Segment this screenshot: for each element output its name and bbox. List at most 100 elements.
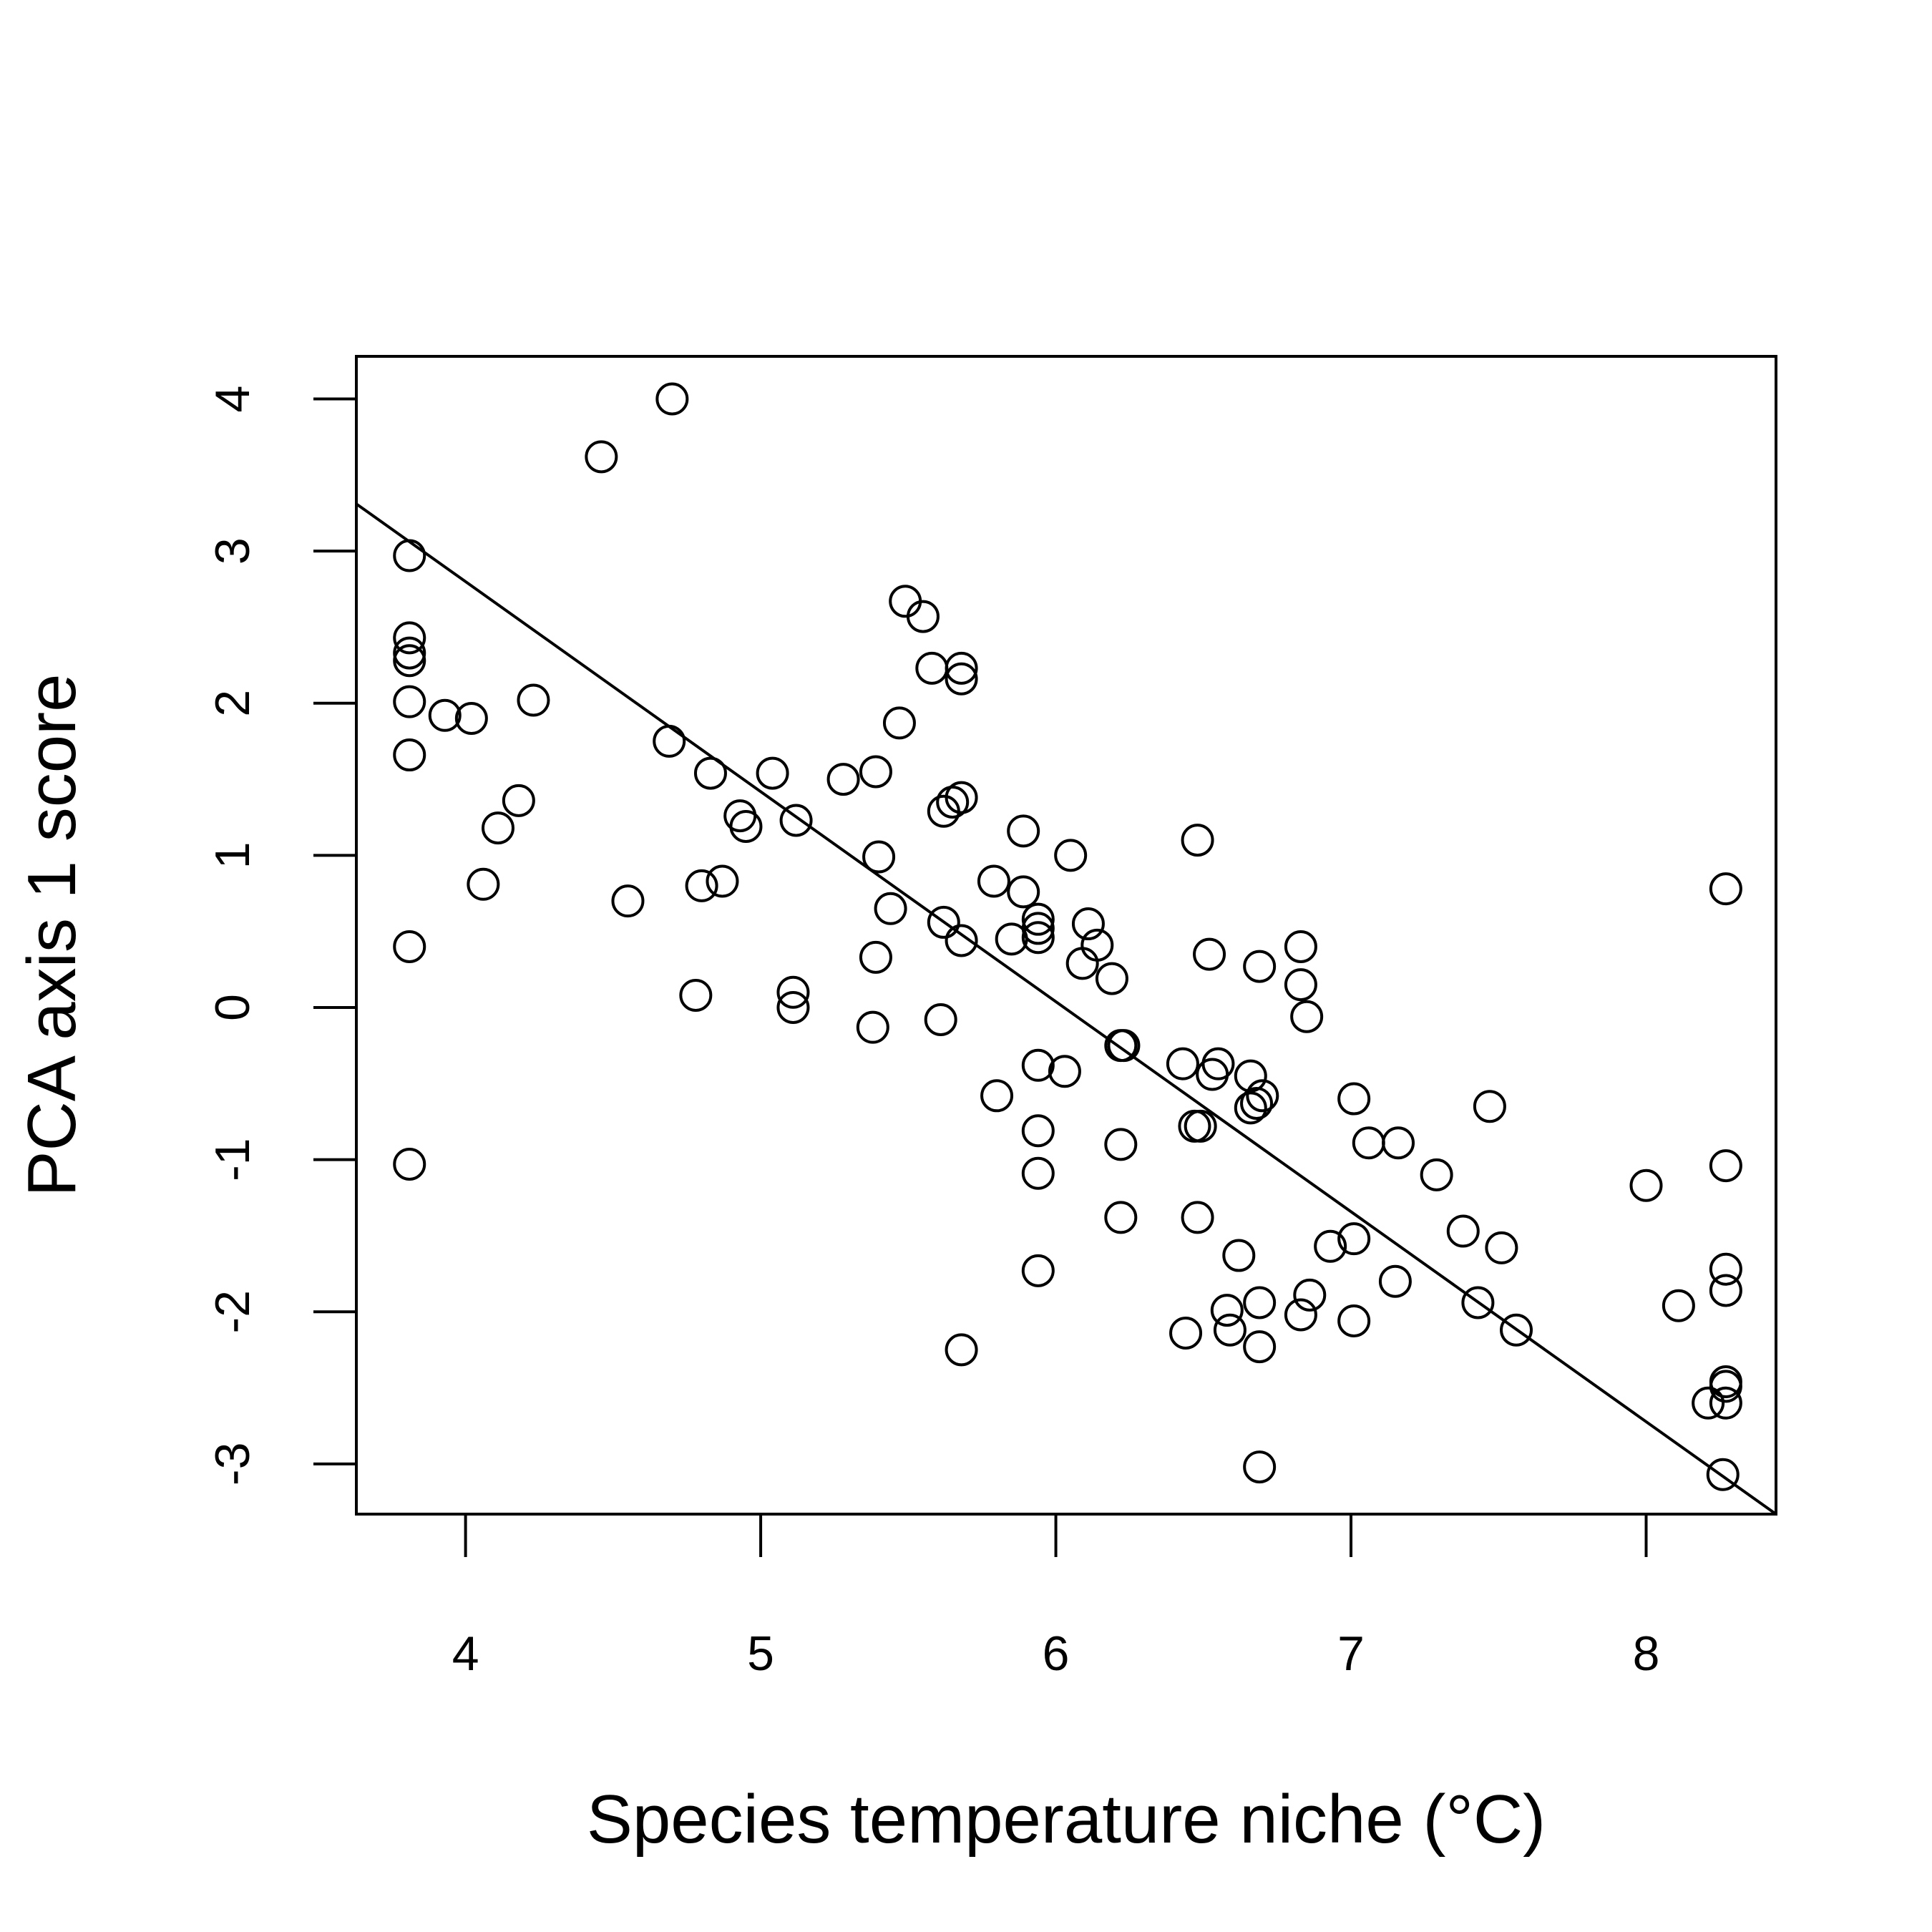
data-point (1107, 1029, 1141, 1063)
data-point (915, 651, 949, 685)
x-tick-label: 7 (1337, 1626, 1365, 1681)
data-point (1048, 1055, 1081, 1088)
data-point (1284, 968, 1317, 1002)
data-point (481, 811, 514, 845)
data-point (706, 864, 739, 898)
data-point (945, 924, 978, 957)
data-point (1246, 1079, 1279, 1113)
x-tick-label: 5 (747, 1626, 774, 1681)
data-point (1080, 928, 1114, 962)
data-point (1007, 875, 1040, 909)
x-tick-label: 6 (1043, 1626, 1070, 1681)
data-point (1243, 1450, 1277, 1484)
data-point (945, 781, 978, 814)
data-point (1181, 824, 1214, 857)
data-point (517, 683, 550, 717)
x-axis-title: Species temperature niche (°C) (587, 1781, 1546, 1858)
data-point (393, 644, 426, 678)
data-point (393, 738, 426, 772)
data-point (1337, 1082, 1371, 1116)
data-point (1181, 1201, 1214, 1234)
data-point (1709, 1274, 1742, 1307)
data-point (1352, 1126, 1385, 1160)
data-point (1193, 937, 1226, 971)
x-axis: 4 5 6 7 8 (452, 1513, 1659, 1681)
data-point (1337, 1304, 1371, 1337)
y-tick-label: -2 (205, 1290, 260, 1333)
data-point (945, 651, 978, 685)
data-point (693, 756, 727, 790)
data-point (906, 600, 940, 633)
data-point (1473, 1090, 1506, 1123)
data-point (655, 382, 689, 416)
data-point (393, 685, 426, 718)
data-point (1709, 1370, 1742, 1403)
data-point (393, 1147, 426, 1181)
data-point (924, 1003, 957, 1037)
data-point (611, 884, 645, 918)
data-point (653, 724, 686, 758)
y-tick-label: 3 (205, 537, 260, 565)
data-point (889, 585, 922, 618)
data-point (1210, 1294, 1244, 1327)
data-point (1709, 1252, 1742, 1286)
data-point (1104, 1128, 1138, 1161)
data-point (862, 840, 896, 874)
data-point (1021, 1048, 1055, 1082)
data-point (882, 706, 916, 740)
data-point (977, 864, 1010, 898)
data-point (927, 905, 960, 939)
data-point (1234, 1091, 1267, 1125)
data-point (1095, 962, 1128, 995)
data-point (756, 756, 789, 790)
data-point (393, 621, 426, 655)
data-point (1629, 1169, 1663, 1202)
data-point (1201, 1047, 1235, 1080)
data-point (1240, 1086, 1274, 1120)
data-point (856, 1010, 889, 1044)
data-point (1104, 1201, 1138, 1234)
data-point (1065, 947, 1099, 980)
data-point (1284, 930, 1317, 963)
data-point (1378, 1264, 1412, 1298)
data-point (1007, 814, 1040, 848)
regression-line (355, 502, 1777, 1516)
data-point (1071, 907, 1105, 941)
y-tick-label: -1 (205, 1138, 260, 1181)
y-tick-label: -3 (205, 1443, 260, 1485)
y-tick-label: 1 (205, 841, 260, 869)
data-point (454, 702, 488, 736)
data-point (1169, 1316, 1203, 1350)
data-point (1709, 1386, 1742, 1420)
data-point (729, 809, 763, 843)
data-point (1054, 839, 1088, 872)
y-tick-label: 0 (205, 994, 260, 1021)
data-point (1213, 1313, 1246, 1347)
data-point (585, 440, 618, 474)
data-point (1021, 921, 1055, 955)
data-point (1021, 1114, 1055, 1148)
data-point (1021, 902, 1055, 936)
data-point (980, 1079, 1014, 1113)
x-tick-label: 4 (452, 1626, 479, 1681)
data-point (1243, 1286, 1277, 1319)
data-point (1485, 1231, 1518, 1264)
data-point (428, 698, 462, 732)
data-point (1337, 1222, 1371, 1256)
data-point (1420, 1158, 1453, 1191)
data-point (1284, 1298, 1317, 1332)
data-point (945, 662, 978, 696)
data-point (1446, 1214, 1480, 1248)
data-point (1709, 872, 1742, 906)
data-point (393, 930, 426, 963)
data-point (1243, 1330, 1277, 1364)
points-layer (393, 382, 1742, 1491)
data-point (1382, 1126, 1415, 1160)
data-point (393, 539, 426, 572)
y-tick-label: 4 (205, 386, 260, 413)
data-point (685, 869, 718, 902)
data-point (859, 940, 892, 974)
data-point (826, 763, 860, 796)
data-point (393, 636, 426, 670)
